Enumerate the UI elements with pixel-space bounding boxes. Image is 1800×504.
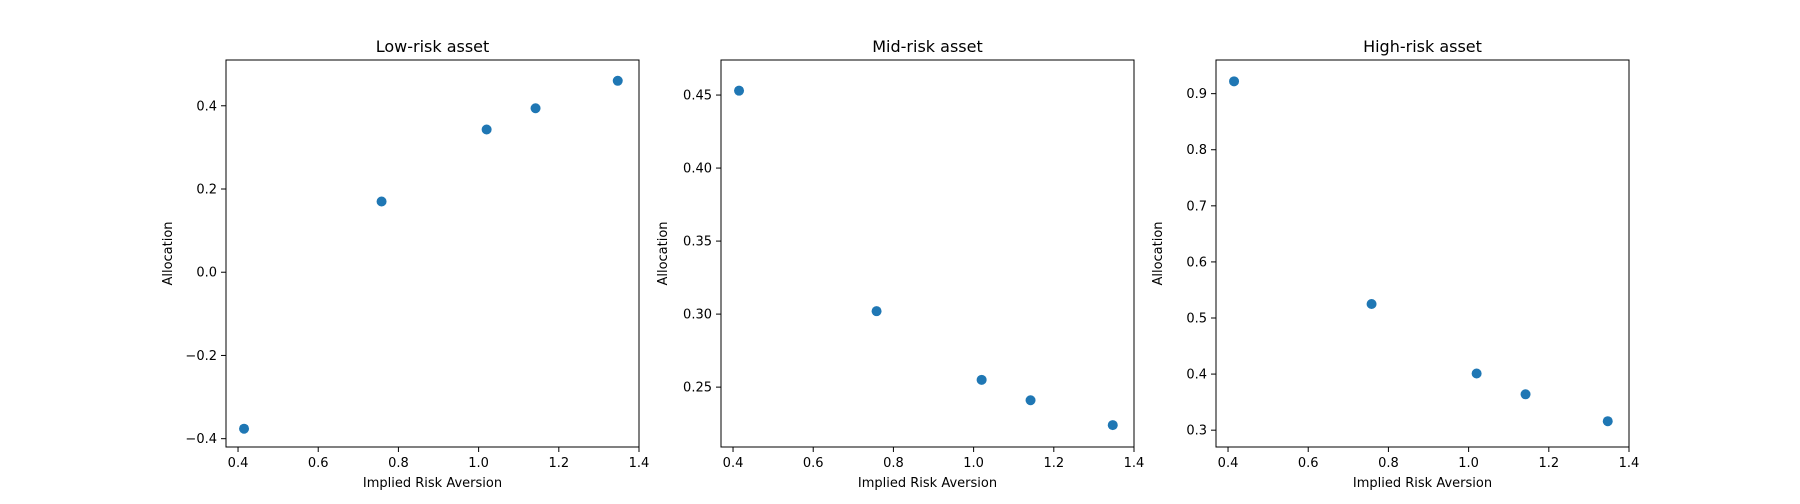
y-axis-label: Allocation <box>1151 221 1166 285</box>
y-tick-label: 0.5 <box>1186 312 1207 327</box>
axes-frame <box>1215 59 1630 448</box>
y-tick-label: 0.4 <box>1186 368 1207 383</box>
y-tick-label: −0.4 <box>185 432 217 447</box>
x-tick-label: 1.4 <box>1124 456 1145 471</box>
y-tick-label: 0.35 <box>683 235 712 250</box>
x-tick-label: 0.8 <box>883 456 904 471</box>
y-tick-label: 0.30 <box>683 308 712 323</box>
data-point <box>1025 395 1036 406</box>
x-tick-label: 1.4 <box>1619 456 1640 471</box>
x-tick-label: 1.2 <box>1043 456 1064 471</box>
data-point <box>734 85 745 96</box>
x-tick-label: 1.0 <box>1458 456 1479 471</box>
y-tick-label: 0.8 <box>1186 143 1207 158</box>
data-point <box>1520 389 1531 400</box>
x-tick-label: 0.6 <box>803 456 824 471</box>
x-tick-label: 0.4 <box>723 456 744 471</box>
x-tick-label: 0.8 <box>388 456 409 471</box>
y-tick-label: 0.9 <box>1186 87 1207 102</box>
chart-title: High-risk asset <box>1363 37 1482 56</box>
x-tick-label: 0.4 <box>228 456 249 471</box>
data-point <box>612 75 623 86</box>
data-point <box>1471 368 1482 379</box>
y-tick-label: 0.45 <box>683 89 712 104</box>
y-tick-label: 0.6 <box>1186 255 1207 270</box>
y-tick-label: 0.25 <box>683 381 712 396</box>
data-point <box>976 374 987 385</box>
data-point <box>376 196 387 207</box>
x-tick-label: 0.6 <box>1298 456 1319 471</box>
data-point <box>1107 420 1118 431</box>
data-point <box>1602 416 1613 427</box>
x-axis-label: Implied Risk Aversion <box>1353 476 1492 491</box>
panel-high-risk: High-risk asset Implied Risk Aversion Al… <box>1151 37 1639 491</box>
panel-low-risk: Low-risk asset Implied Risk Aversion All… <box>161 37 649 491</box>
data-point <box>1229 76 1240 87</box>
y-tick-label: 0.2 <box>196 183 217 198</box>
data-point <box>481 124 492 135</box>
y-tick-label: 0.7 <box>1186 199 1207 214</box>
data-point <box>871 306 882 317</box>
x-tick-label: 1.2 <box>548 456 569 471</box>
x-axis-label: Implied Risk Aversion <box>858 476 997 491</box>
x-tick-label: 1.4 <box>629 456 650 471</box>
x-tick-label: 1.0 <box>963 456 984 471</box>
panel-mid-risk: Mid-risk asset Implied Risk Aversion All… <box>656 37 1144 491</box>
x-tick-label: 1.2 <box>1538 456 1559 471</box>
x-tick-label: 1.0 <box>468 456 489 471</box>
y-tick-label: 0.4 <box>196 99 217 114</box>
y-tick-label: 0.3 <box>1186 424 1207 439</box>
y-axis-label: Allocation <box>161 221 176 285</box>
axes-frame <box>720 59 1135 448</box>
axes-frame <box>225 59 640 448</box>
y-tick-label: 0.0 <box>196 266 217 281</box>
y-axis-label: Allocation <box>656 221 671 285</box>
data-point <box>1366 298 1377 309</box>
x-tick-label: 0.6 <box>308 456 329 471</box>
data-point <box>239 423 250 434</box>
x-tick-label: 0.4 <box>1218 456 1239 471</box>
x-axis-label: Implied Risk Aversion <box>363 476 502 491</box>
x-tick-label: 0.8 <box>1378 456 1399 471</box>
data-point <box>530 103 541 114</box>
y-tick-label: 0.40 <box>683 162 712 177</box>
chart-title: Mid-risk asset <box>872 37 982 56</box>
y-tick-label: −0.2 <box>185 349 217 364</box>
chart-title: Low-risk asset <box>376 37 490 56</box>
